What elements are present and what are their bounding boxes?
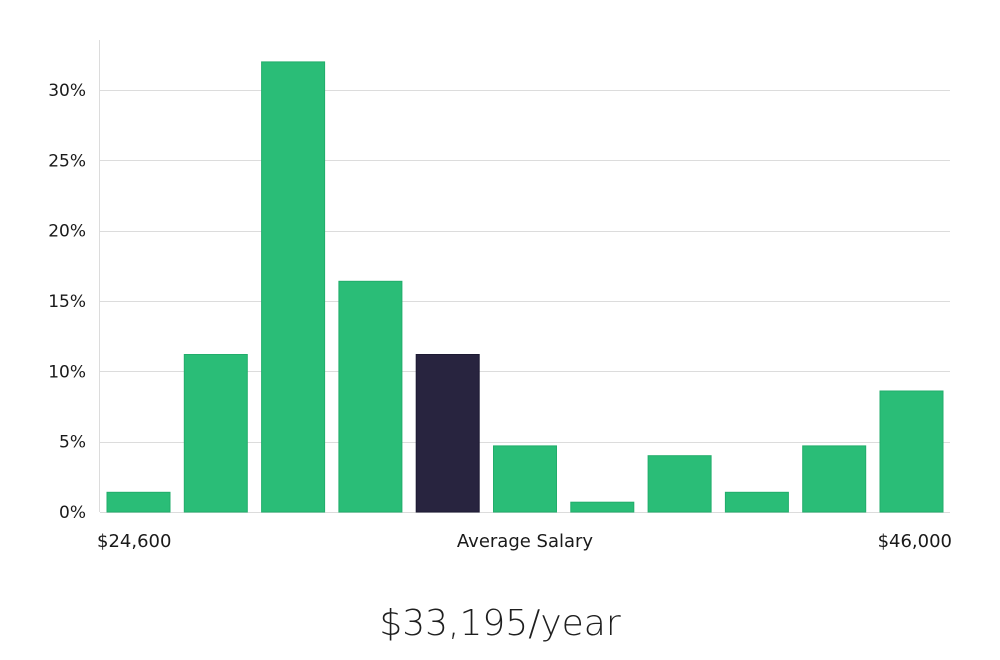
bar-average-salary <box>415 354 480 513</box>
bar <box>183 354 248 513</box>
bar <box>106 491 171 513</box>
bar <box>724 491 789 513</box>
bar <box>338 280 403 513</box>
y-tick-label: 25% <box>48 151 86 171</box>
x-center-label: Average Salary <box>457 531 594 552</box>
bar <box>570 501 635 513</box>
bar <box>647 455 712 513</box>
y-tick-label: 30% <box>48 81 86 101</box>
bar <box>261 61 326 513</box>
salary-histogram: 0% 5% 10% 15% 20% 25% 30% $24,600 Average Sala… <box>48 40 952 552</box>
bar <box>879 390 944 513</box>
y-tick-label: 15% <box>48 292 86 312</box>
y-tick-label: 0% <box>59 503 86 523</box>
y-tick-labels: 0% 5% 10% 15% 20% 25% 30% <box>48 81 86 523</box>
average-salary-headline: $33,195/year <box>379 603 621 644</box>
x-max-label: $46,000 <box>878 531 952 552</box>
y-tick-label: 10% <box>48 362 86 382</box>
y-tick-label: 5% <box>59 433 86 453</box>
y-tick-label: 20% <box>48 222 86 242</box>
x-min-label: $24,600 <box>97 531 171 552</box>
bar <box>493 445 557 513</box>
bar <box>802 445 867 513</box>
bars <box>106 61 944 513</box>
